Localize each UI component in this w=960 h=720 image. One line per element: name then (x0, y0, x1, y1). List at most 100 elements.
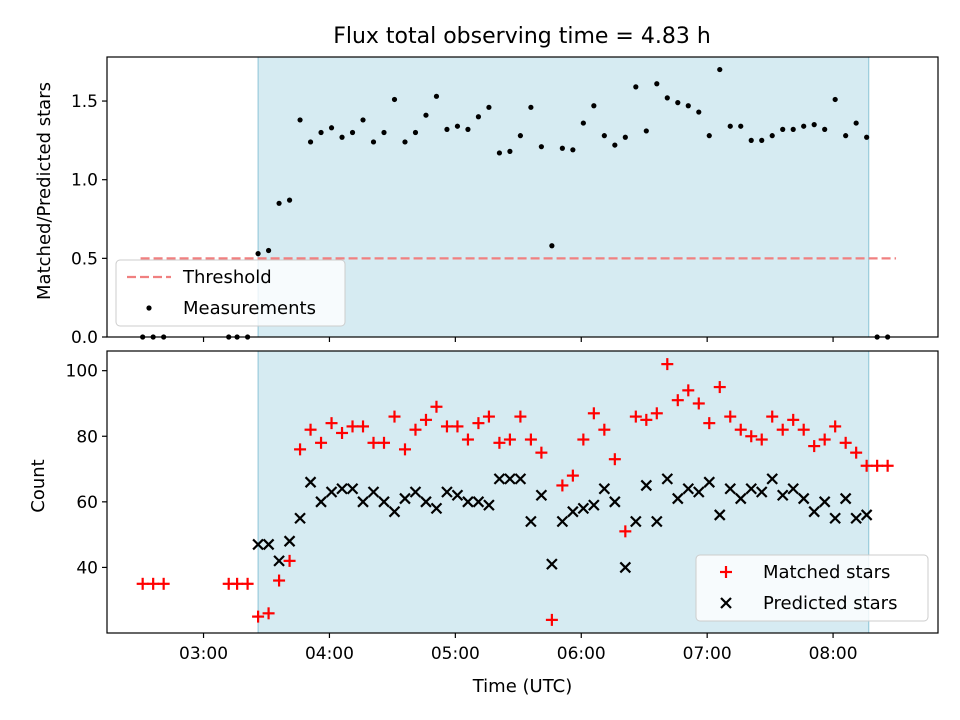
matched-star-point (388, 410, 401, 423)
predicted-star-point (441, 486, 453, 498)
matched-star-point (566, 469, 579, 482)
measurement-point (843, 133, 849, 139)
predicted-star-point (493, 473, 506, 485)
measurement-point (454, 123, 461, 129)
top-legend-box (115, 259, 346, 327)
measurement-point (276, 200, 282, 206)
measurement-point (612, 142, 618, 148)
measurement-point (685, 103, 691, 109)
measurement-point (255, 251, 261, 257)
predicted-star-point (651, 515, 663, 528)
matched-star-point (587, 407, 600, 420)
predicted-star-point (839, 492, 852, 505)
matched-star-point (325, 417, 338, 430)
matched-star-point (336, 426, 349, 439)
predicted-star-point (661, 473, 674, 485)
predicted-star-point (567, 505, 579, 518)
measurement-point (507, 148, 513, 154)
bottom-y-ticks: 40 60 80 100 (66, 362, 107, 578)
predicted-star-point (315, 496, 327, 508)
legend-predicted-label: Predicted stars (763, 593, 897, 614)
matched-star-point (378, 436, 390, 449)
x-tick-label: 07:00 (683, 644, 732, 664)
matched-star-point (776, 423, 789, 436)
measurement-point (444, 126, 450, 132)
predicted-star-point (472, 496, 485, 508)
predicted-star-point (640, 479, 653, 492)
matched-star-point (273, 574, 286, 587)
matched-star-point (745, 430, 758, 443)
measurement-point (265, 247, 272, 254)
predicted-star-point (609, 496, 621, 508)
matched-star-point (619, 525, 632, 538)
matched-star-point (713, 381, 726, 394)
predicted-star-point (273, 555, 285, 567)
predicted-star-point (504, 473, 516, 485)
matched-star-point (451, 420, 464, 433)
chart-title: Flux total observing time = 4.83 h (333, 24, 711, 49)
predicted-star-point (619, 561, 632, 574)
predicted-star-point (692, 486, 705, 498)
matched-star-point (147, 577, 160, 590)
legend-threshold-label: Threshold (182, 267, 272, 288)
predicted-star-point (713, 509, 726, 521)
predicted-star-point (294, 512, 306, 525)
matched-star-point (482, 410, 495, 423)
predicted-star-point (776, 489, 789, 502)
matched-star-point (262, 607, 275, 620)
matched-star-point (661, 358, 674, 371)
predicted-star-point (535, 489, 548, 502)
predicted-star-point (556, 515, 569, 528)
bottom-legend: Matched stars Predicted stars (695, 554, 929, 622)
matched-star-point (409, 423, 422, 436)
measurement-point (654, 81, 660, 87)
matched-star-point (734, 423, 747, 436)
top-legend: Threshold Measurements (115, 259, 346, 327)
matched-star-point (608, 453, 621, 466)
matched-star-point (367, 436, 380, 449)
matched-star-point (692, 397, 705, 410)
y-tick-label: 40 (76, 558, 98, 578)
matched-star-point (304, 423, 317, 436)
predicted-star-point (367, 486, 380, 498)
predicted-star-point (546, 558, 558, 570)
predicted-star-point (483, 499, 495, 511)
y-tick-label: 80 (76, 427, 98, 447)
predicted-star-point (577, 502, 590, 515)
predicted-star-point (703, 476, 716, 488)
bottom-legend-box (695, 554, 929, 622)
measurement-point (801, 123, 807, 129)
predicted-star-point (745, 482, 758, 495)
matched-star-point (850, 446, 863, 459)
measurement-point (381, 129, 387, 136)
predicted-star-point (420, 496, 432, 508)
measurement-point (297, 117, 303, 123)
measurement-point (769, 133, 775, 139)
measurement-point (360, 117, 366, 123)
matched-star-point (283, 554, 296, 567)
legend-predicted-marker (720, 597, 732, 609)
measurement-point (633, 84, 639, 90)
bottom-panel: 40 60 80 100 03:00 04:00 05:00 06:00 07:00 08:00… (28, 350, 939, 697)
predicted-star-point (755, 486, 768, 498)
matched-star-point (398, 443, 411, 456)
predicted-star-point (787, 482, 799, 495)
matched-star-point (430, 400, 443, 413)
predicted-star-point (262, 538, 275, 551)
predicted-star-point (430, 502, 443, 515)
measurement-point (696, 109, 702, 115)
measurement-point (475, 114, 482, 120)
measurement-point (559, 145, 565, 151)
measurement-point (528, 104, 534, 110)
measurement-point (496, 150, 503, 156)
predicted-star-point (734, 492, 747, 505)
matched-star-point (724, 410, 737, 423)
predicted-star-point (304, 476, 317, 488)
measurement-point (864, 134, 870, 140)
measurement-point (748, 137, 754, 143)
predicted-star-point (766, 473, 778, 485)
matched-star-point (818, 433, 831, 446)
matched-star-point (231, 577, 244, 590)
measurement-point (675, 100, 681, 106)
predicted-star-point (850, 512, 862, 525)
